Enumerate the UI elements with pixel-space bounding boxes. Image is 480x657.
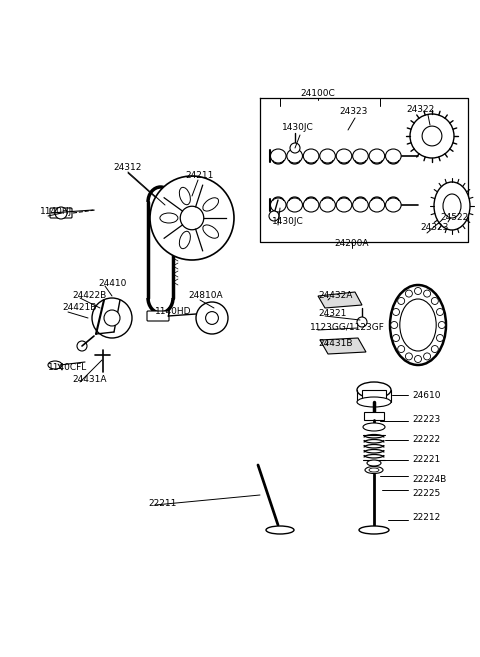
- Polygon shape: [318, 292, 362, 308]
- Ellipse shape: [353, 198, 368, 212]
- Ellipse shape: [369, 198, 384, 212]
- Ellipse shape: [336, 198, 352, 212]
- Circle shape: [357, 317, 367, 327]
- Circle shape: [393, 334, 399, 342]
- Ellipse shape: [180, 231, 191, 248]
- Text: 24322: 24322: [406, 104, 434, 114]
- Ellipse shape: [385, 149, 401, 163]
- Text: 24410: 24410: [98, 279, 126, 288]
- Ellipse shape: [363, 423, 385, 431]
- Ellipse shape: [443, 194, 461, 218]
- Ellipse shape: [336, 149, 352, 163]
- Text: 24200A: 24200A: [335, 238, 369, 248]
- Ellipse shape: [365, 466, 383, 474]
- Circle shape: [393, 309, 399, 315]
- Text: 1140HJ: 1140HJ: [40, 208, 72, 217]
- Circle shape: [290, 143, 300, 153]
- Bar: [364, 412, 384, 420]
- Text: 22211: 22211: [148, 499, 176, 507]
- Text: 24323: 24323: [420, 223, 448, 233]
- Circle shape: [436, 309, 444, 315]
- Text: 1140HD: 1140HD: [155, 307, 192, 315]
- Ellipse shape: [270, 149, 286, 163]
- Circle shape: [180, 206, 204, 230]
- Ellipse shape: [390, 285, 446, 365]
- Circle shape: [422, 126, 442, 146]
- Ellipse shape: [287, 198, 302, 212]
- Text: 24323: 24323: [340, 108, 368, 116]
- Ellipse shape: [266, 526, 294, 534]
- Bar: [362, 390, 386, 402]
- Text: 24810A: 24810A: [188, 290, 223, 300]
- Circle shape: [432, 298, 438, 304]
- Ellipse shape: [400, 299, 436, 351]
- Circle shape: [410, 114, 454, 158]
- Ellipse shape: [180, 187, 191, 205]
- Circle shape: [205, 311, 218, 325]
- Ellipse shape: [287, 149, 302, 163]
- Text: 1140CFL: 1140CFL: [48, 363, 87, 373]
- Circle shape: [415, 355, 421, 363]
- Ellipse shape: [367, 460, 381, 466]
- Ellipse shape: [303, 149, 319, 163]
- Circle shape: [424, 353, 431, 360]
- Text: 1430JC: 1430JC: [282, 124, 314, 133]
- Text: 24321: 24321: [318, 309, 347, 317]
- Ellipse shape: [369, 149, 384, 163]
- Circle shape: [269, 211, 279, 221]
- Circle shape: [397, 298, 405, 304]
- Ellipse shape: [369, 468, 379, 472]
- Text: 24431B: 24431B: [318, 338, 352, 348]
- Circle shape: [77, 341, 87, 351]
- Text: 22225: 22225: [412, 489, 440, 499]
- Circle shape: [92, 298, 132, 338]
- Ellipse shape: [434, 182, 470, 230]
- Text: 22221: 22221: [412, 455, 440, 464]
- FancyBboxPatch shape: [50, 208, 72, 218]
- Ellipse shape: [303, 198, 319, 212]
- Circle shape: [432, 346, 438, 353]
- Text: 24610: 24610: [412, 390, 441, 399]
- FancyBboxPatch shape: [147, 311, 169, 321]
- Ellipse shape: [270, 198, 286, 212]
- Ellipse shape: [320, 198, 336, 212]
- Text: 22212: 22212: [412, 514, 440, 522]
- Ellipse shape: [48, 361, 62, 369]
- Text: 1430JC: 1430JC: [272, 217, 304, 225]
- Ellipse shape: [203, 198, 218, 211]
- Circle shape: [196, 302, 228, 334]
- Text: 24522: 24522: [440, 214, 468, 223]
- Ellipse shape: [385, 198, 401, 212]
- Circle shape: [424, 290, 431, 297]
- Circle shape: [406, 353, 412, 360]
- Ellipse shape: [357, 397, 391, 407]
- Circle shape: [415, 288, 421, 294]
- Text: 24432A: 24432A: [318, 290, 352, 300]
- Circle shape: [391, 321, 398, 328]
- Circle shape: [406, 290, 412, 297]
- Ellipse shape: [359, 526, 389, 534]
- Text: 24312: 24312: [114, 164, 142, 173]
- Circle shape: [436, 334, 444, 342]
- Ellipse shape: [353, 149, 368, 163]
- Text: 24422B: 24422B: [72, 290, 106, 300]
- Circle shape: [438, 321, 445, 328]
- Text: 22223: 22223: [412, 415, 440, 424]
- Circle shape: [397, 346, 405, 353]
- Text: 22224B: 22224B: [412, 476, 446, 484]
- Text: 24431A: 24431A: [72, 376, 107, 384]
- Text: 24100C: 24100C: [300, 89, 336, 97]
- Circle shape: [150, 176, 234, 260]
- Polygon shape: [320, 338, 366, 354]
- Text: 1123GG/1123GF: 1123GG/1123GF: [310, 323, 385, 332]
- Text: 24421B: 24421B: [62, 304, 96, 313]
- Text: 24211: 24211: [186, 171, 214, 179]
- Text: 22222: 22222: [412, 436, 440, 445]
- Circle shape: [104, 310, 120, 326]
- Circle shape: [55, 207, 67, 219]
- Ellipse shape: [160, 213, 178, 223]
- Ellipse shape: [203, 225, 218, 238]
- Ellipse shape: [357, 382, 391, 398]
- Ellipse shape: [320, 149, 336, 163]
